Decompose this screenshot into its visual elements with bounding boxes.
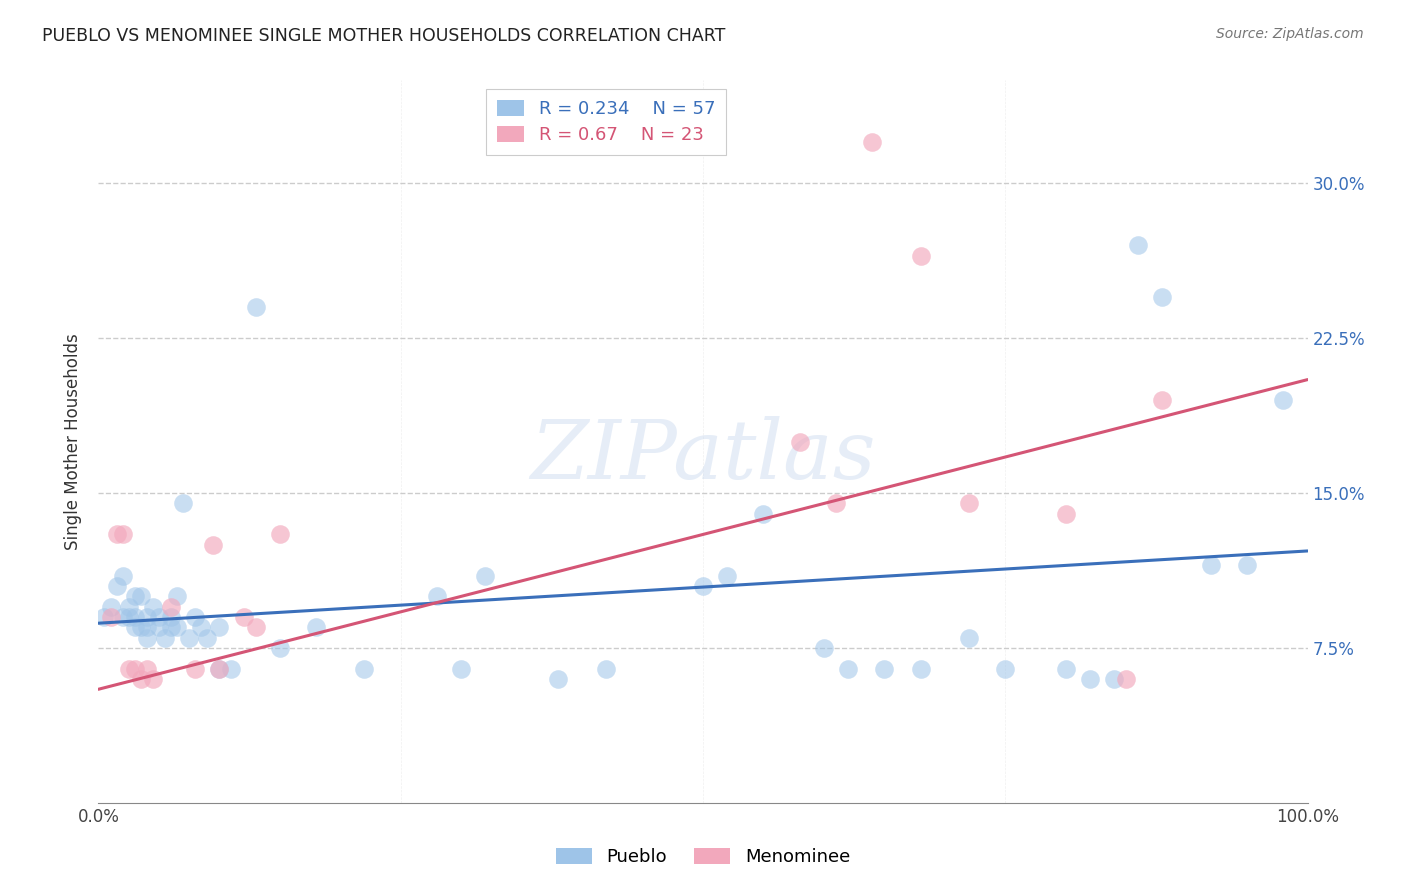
- Point: [142, 672, 165, 686]
- Point: [208, 662, 231, 676]
- Text: ZIPatlas: ZIPatlas: [530, 416, 876, 496]
- Point: [111, 568, 134, 582]
- Point: [910, 662, 932, 676]
- Point: [100, 599, 122, 614]
- Point: [202, 538, 225, 552]
- Legend: Pueblo, Menominee: Pueblo, Menominee: [548, 840, 858, 873]
- Point: [1152, 290, 1174, 304]
- Point: [105, 527, 128, 541]
- Point: [474, 568, 496, 582]
- Point: [172, 496, 194, 510]
- Point: [957, 496, 980, 510]
- Point: [245, 620, 267, 634]
- Point: [994, 662, 1017, 676]
- Point: [1054, 662, 1077, 676]
- Point: [129, 672, 152, 686]
- Point: [1115, 672, 1137, 686]
- Point: [100, 610, 122, 624]
- Point: [124, 590, 146, 604]
- Point: [1128, 238, 1150, 252]
- Point: [221, 662, 243, 676]
- Text: PUEBLO VS MENOMINEE SINGLE MOTHER HOUSEHOLDS CORRELATION CHART: PUEBLO VS MENOMINEE SINGLE MOTHER HOUSEH…: [42, 27, 725, 45]
- Point: [148, 620, 170, 634]
- Point: [1236, 558, 1258, 573]
- Point: [160, 610, 183, 624]
- Point: [129, 620, 152, 634]
- Point: [269, 640, 291, 655]
- Point: [124, 610, 146, 624]
- Point: [129, 590, 152, 604]
- Point: [184, 610, 207, 624]
- Point: [353, 662, 375, 676]
- Point: [752, 507, 775, 521]
- Point: [135, 662, 157, 676]
- Point: [837, 662, 859, 676]
- Point: [232, 610, 254, 624]
- Point: [595, 662, 617, 676]
- Point: [450, 662, 472, 676]
- Point: [190, 620, 212, 634]
- Point: [135, 620, 157, 634]
- Point: [208, 620, 231, 634]
- Point: [269, 527, 291, 541]
- Point: [195, 631, 218, 645]
- Point: [179, 631, 201, 645]
- Point: [118, 599, 141, 614]
- Point: [111, 527, 134, 541]
- Point: [142, 599, 165, 614]
- Point: [1199, 558, 1222, 573]
- Point: [166, 590, 188, 604]
- Point: [1102, 672, 1125, 686]
- Point: [873, 662, 896, 676]
- Point: [184, 662, 207, 676]
- Point: [426, 590, 449, 604]
- Point: [135, 631, 157, 645]
- Text: Source: ZipAtlas.com: Source: ZipAtlas.com: [1216, 27, 1364, 41]
- Point: [118, 662, 141, 676]
- Point: [208, 662, 231, 676]
- Point: [124, 620, 146, 634]
- Point: [957, 631, 980, 645]
- Point: [124, 662, 146, 676]
- Point: [910, 249, 932, 263]
- Point: [305, 620, 328, 634]
- Point: [692, 579, 714, 593]
- Point: [1078, 672, 1101, 686]
- Point: [160, 620, 183, 634]
- Point: [1152, 393, 1174, 408]
- Point: [547, 672, 569, 686]
- Point: [813, 640, 835, 655]
- Point: [118, 610, 141, 624]
- Point: [716, 568, 738, 582]
- Point: [245, 301, 267, 315]
- Point: [105, 579, 128, 593]
- Point: [148, 610, 170, 624]
- Y-axis label: Single Mother Households: Single Mother Households: [65, 334, 83, 549]
- Point: [153, 631, 176, 645]
- Point: [825, 496, 848, 510]
- Point: [1272, 393, 1295, 408]
- Point: [135, 610, 157, 624]
- Point: [1054, 507, 1077, 521]
- Point: [93, 610, 115, 624]
- Point: [789, 434, 811, 449]
- Point: [166, 620, 188, 634]
- Point: [111, 610, 134, 624]
- Point: [160, 599, 183, 614]
- Point: [860, 135, 883, 149]
